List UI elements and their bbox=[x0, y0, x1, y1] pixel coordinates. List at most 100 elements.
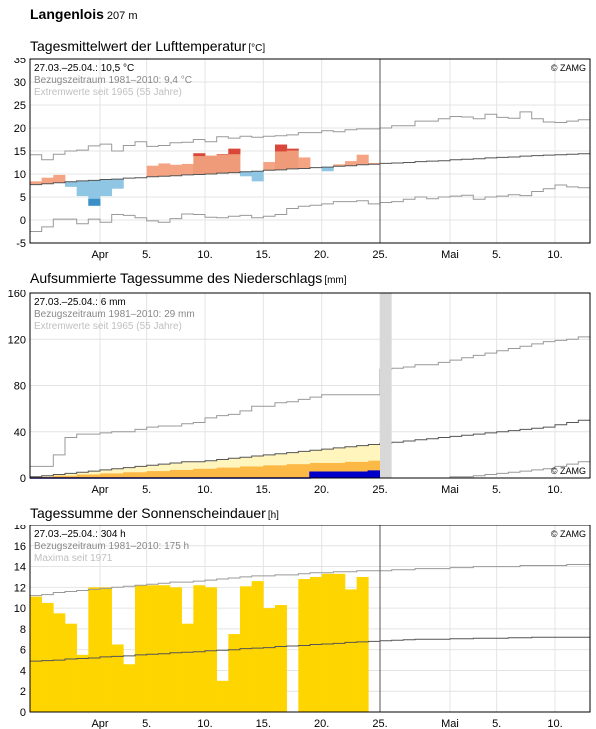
sun-daily-bar bbox=[65, 623, 77, 712]
temp-ytick-label: -5 bbox=[16, 238, 26, 250]
precip-lower-band bbox=[298, 464, 311, 478]
precip-climate-mean-line bbox=[30, 419, 590, 478]
sun-xtick-label: 5. bbox=[492, 718, 501, 729]
temp-ytick-label: 30 bbox=[14, 77, 26, 89]
sun-xtick-label: 15. bbox=[256, 718, 271, 729]
precip-xtick-label: 20. bbox=[314, 484, 329, 496]
sun-xtick-label: 5. bbox=[142, 718, 151, 729]
temp-record-min-line bbox=[30, 184, 590, 232]
sun-daily-bar bbox=[240, 586, 252, 712]
temperature-chart: -5 0 5 10 15 20 25 30 35 Apr 5. 10. 15. 20. 25. Mai 5. 10… bbox=[14, 58, 591, 261]
precip-actual-bar bbox=[368, 471, 381, 478]
sun-xtick-label: 10. bbox=[547, 718, 562, 729]
temp-anomaly-strong bbox=[286, 148, 299, 151]
precip-xtick-label: 5. bbox=[492, 484, 501, 496]
temp-anomaly-bar bbox=[111, 179, 124, 189]
precip-upper-band bbox=[88, 471, 101, 475]
temp-anomaly-bar bbox=[53, 174, 66, 183]
precipitation-unit: [mm] bbox=[324, 275, 347, 286]
sun-daily-bar bbox=[76, 654, 89, 712]
sun-daily-bar bbox=[228, 634, 241, 712]
sun-ytick-label: 18 bbox=[14, 525, 26, 532]
precip-lower-band bbox=[76, 474, 89, 478]
temp-anomaly-bar bbox=[76, 180, 89, 197]
precip-upper-band bbox=[345, 446, 358, 462]
sunshine-chart: 0 2 4 6 8 10 12 14 16 18 Apr 5. 10. 15. 20. 25. Mai 5. 10.… bbox=[14, 525, 591, 729]
precip-upper-band bbox=[41, 475, 54, 477]
precip-lower-band bbox=[263, 465, 276, 478]
precip-upper-band bbox=[181, 461, 194, 470]
temperature-unit: [°C] bbox=[248, 43, 266, 54]
precip-upper-band bbox=[123, 467, 136, 473]
sun-daily-bar bbox=[41, 602, 54, 712]
precip-info-line: 27.03.–25.04.: 6 mm bbox=[34, 297, 126, 308]
precipitation-chart: 0 40 80 120 160 Apr 5. 10. 15. 20. 25. Mai 5. 10. 27.0… bbox=[8, 290, 591, 496]
precip-upper-band bbox=[333, 447, 346, 463]
precip-upper-band bbox=[111, 468, 124, 474]
sun-daily-bar bbox=[170, 587, 182, 712]
precip-lower-band bbox=[251, 466, 264, 478]
temp-anomaly-bar bbox=[41, 177, 54, 184]
temp-xtick-label: 20. bbox=[314, 249, 329, 261]
temp-ytick-label: 25 bbox=[14, 100, 26, 112]
temp-ytick-label: 35 bbox=[14, 58, 26, 66]
precip-upper-band bbox=[100, 469, 113, 474]
temp-xtick-label: 25. bbox=[372, 249, 387, 261]
sun-daily-bar bbox=[216, 680, 229, 712]
sun-daily-bar bbox=[263, 608, 276, 712]
precip-ytick-label: 160 bbox=[8, 290, 26, 300]
temp-anomaly-bar bbox=[228, 148, 241, 173]
sun-ytick-label: 2 bbox=[20, 686, 26, 698]
precip-xtick-label: 15. bbox=[256, 484, 271, 496]
precip-info-line: Bezugszeitraum 1981–2010: 29 mm bbox=[34, 309, 195, 320]
station-elevation: 207 m bbox=[106, 10, 138, 22]
temp-anomaly-bar bbox=[205, 155, 218, 174]
temp-info-line: Bezugszeitraum 1981–2010: 9,4 °C bbox=[34, 75, 192, 86]
precip-info-line: Extremwerte seit 1965 (55 Jahre) bbox=[34, 321, 182, 332]
precip-actual-bar bbox=[356, 472, 369, 478]
sun-xtick-label: 10. bbox=[197, 718, 212, 729]
precip-current-day-marker bbox=[380, 293, 392, 478]
temp-anomaly-bar bbox=[240, 171, 253, 177]
sun-daily-bar bbox=[158, 585, 171, 712]
station-name: Langenlois bbox=[30, 6, 104, 22]
precip-record-max-line bbox=[30, 336, 590, 467]
temp-ytick-label: 5 bbox=[20, 192, 26, 204]
sun-daily-bar bbox=[123, 664, 136, 712]
precip-lower-band bbox=[216, 467, 229, 478]
precip-upper-band bbox=[170, 462, 183, 470]
precip-upper-band bbox=[356, 445, 369, 462]
precip-upper-band bbox=[146, 465, 159, 472]
sun-daily-bar bbox=[251, 581, 264, 712]
sun-daily-bar bbox=[111, 644, 124, 712]
precip-upper-band bbox=[216, 459, 229, 468]
precip-xtick-label: 5. bbox=[142, 484, 151, 496]
precip-upper-band bbox=[321, 449, 334, 463]
sun-ytick-label: 16 bbox=[14, 541, 26, 553]
sun-xtick-label: Mai bbox=[441, 718, 459, 729]
temp-ytick-label: 20 bbox=[14, 123, 26, 135]
precip-ytick-label: 120 bbox=[8, 334, 26, 346]
precip-upper-band bbox=[275, 453, 288, 466]
temp-ytick-label: 0 bbox=[20, 215, 26, 227]
precip-xtick-label: 25. bbox=[372, 484, 387, 496]
sun-daily-bar bbox=[345, 589, 357, 712]
sun-daily-bar bbox=[88, 587, 101, 712]
temp-anomaly-bar bbox=[181, 163, 194, 175]
temp-anomaly-bar bbox=[345, 161, 358, 166]
temp-xtick-label: 5. bbox=[142, 249, 151, 261]
precip-upper-band bbox=[65, 473, 78, 476]
temperature-title-text: Tagesmittelwert der Lufttemperatur bbox=[30, 38, 247, 54]
sun-daily-bar bbox=[181, 623, 194, 712]
precip-upper-band bbox=[286, 452, 299, 465]
precip-upper-band bbox=[205, 460, 218, 469]
precip-plot-border bbox=[29, 292, 591, 479]
temp-anomaly-bar bbox=[321, 167, 334, 172]
temp-xtick-label: 15. bbox=[256, 249, 271, 261]
precipitation-title-text: Aufsummierte Tagessumme des Niederschlag… bbox=[30, 270, 323, 286]
precip-lower-band bbox=[275, 465, 288, 478]
sun-xtick-label: 20. bbox=[314, 718, 329, 729]
sunshine-unit: [h] bbox=[267, 510, 279, 521]
sun-ytick-label: 0 bbox=[20, 707, 26, 719]
sun-daily-bar bbox=[275, 604, 287, 712]
